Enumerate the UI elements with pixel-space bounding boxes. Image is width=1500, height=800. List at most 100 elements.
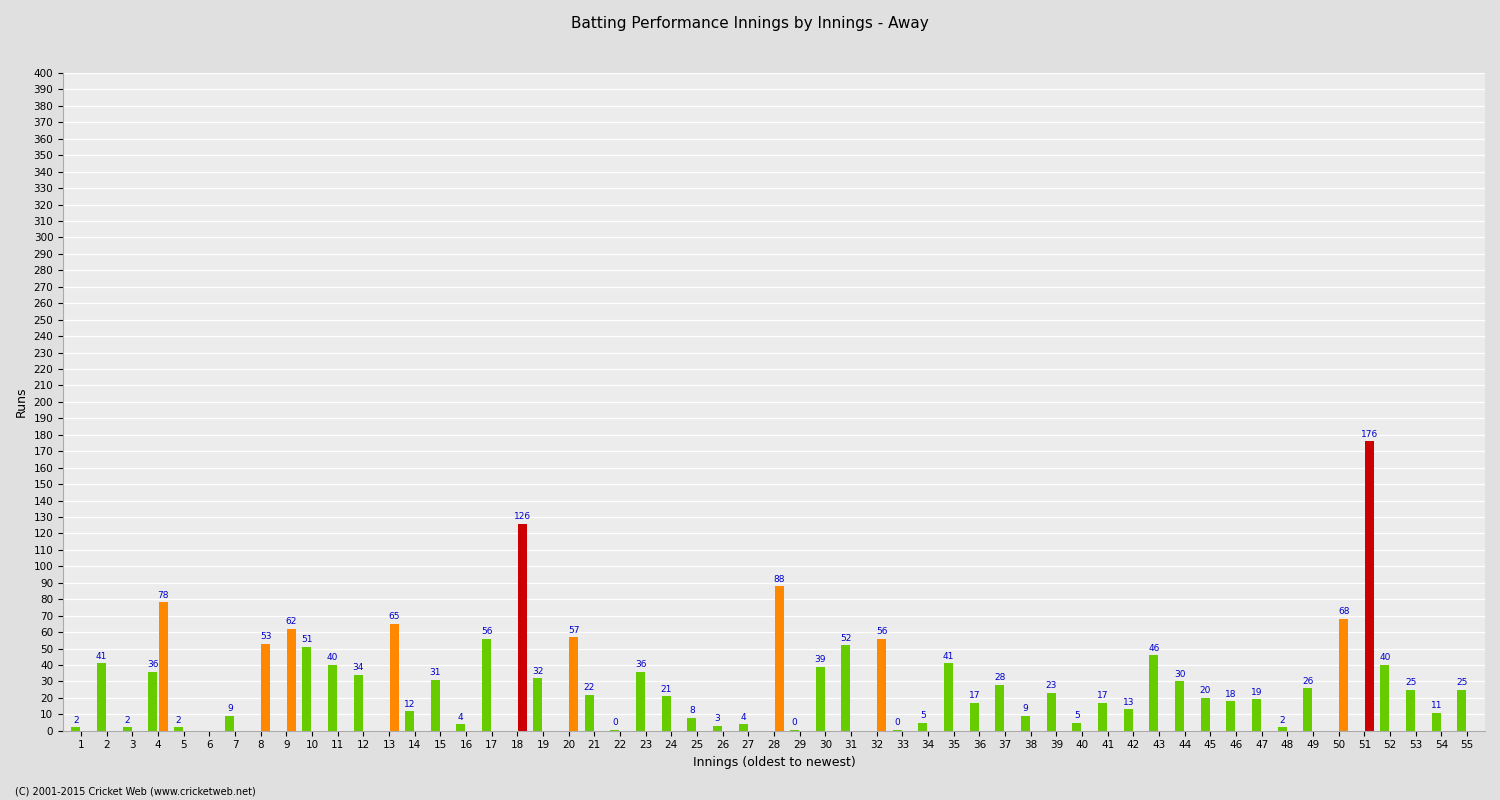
Text: 21: 21	[660, 685, 672, 694]
Text: 30: 30	[1174, 670, 1185, 679]
Text: 4: 4	[741, 713, 746, 722]
Text: 2: 2	[124, 716, 130, 725]
Text: 12: 12	[404, 699, 416, 709]
Text: 0: 0	[612, 718, 618, 727]
Bar	[354, 675, 363, 730]
Text: 41: 41	[96, 652, 106, 661]
Bar	[996, 685, 1005, 730]
Text: 26: 26	[1302, 677, 1314, 686]
Text: 36: 36	[147, 660, 159, 669]
Text: 62: 62	[286, 618, 297, 626]
Bar	[261, 643, 270, 730]
Bar	[969, 702, 978, 730]
Text: 28: 28	[994, 674, 1005, 682]
Text: 25: 25	[1456, 678, 1467, 687]
Bar	[1380, 665, 1389, 730]
Bar	[518, 523, 526, 730]
Text: 57: 57	[568, 626, 579, 634]
Bar	[918, 722, 927, 730]
Bar	[878, 638, 886, 730]
Bar	[1458, 690, 1467, 730]
Bar	[1252, 699, 1262, 730]
Bar	[534, 678, 543, 730]
Bar	[1124, 710, 1132, 730]
Bar	[570, 637, 579, 730]
Text: 34: 34	[352, 663, 364, 672]
Text: (C) 2001-2015 Cricket Web (www.cricketweb.net): (C) 2001-2015 Cricket Web (www.cricketwe…	[15, 786, 255, 796]
Bar	[123, 727, 132, 730]
Bar	[456, 724, 465, 730]
Text: Batting Performance Innings by Innings - Away: Batting Performance Innings by Innings -…	[572, 16, 928, 31]
Text: 22: 22	[584, 683, 596, 692]
Text: 3: 3	[714, 714, 720, 723]
Text: 19: 19	[1251, 688, 1263, 697]
Text: 176: 176	[1360, 430, 1378, 439]
Text: 4: 4	[458, 713, 464, 722]
Bar	[738, 724, 747, 730]
Text: 9: 9	[226, 705, 232, 714]
Text: 25: 25	[1406, 678, 1416, 687]
Bar	[482, 638, 490, 730]
Text: 2: 2	[176, 716, 181, 725]
Bar	[1072, 722, 1082, 730]
Bar	[1431, 713, 1440, 730]
Text: 5: 5	[1074, 711, 1080, 720]
Bar	[1200, 698, 1209, 730]
Bar	[72, 727, 81, 730]
Bar	[303, 647, 312, 730]
Text: 31: 31	[429, 668, 441, 678]
Text: 11: 11	[1431, 701, 1442, 710]
Text: 51: 51	[302, 635, 312, 644]
Bar	[1365, 442, 1374, 730]
Bar	[1340, 619, 1348, 730]
Bar	[712, 726, 722, 730]
Bar	[159, 602, 168, 730]
Text: 17: 17	[969, 691, 980, 700]
Text: 9: 9	[1023, 705, 1029, 714]
Bar	[1098, 702, 1107, 730]
Text: 126: 126	[514, 512, 531, 521]
Bar	[774, 586, 783, 730]
Bar	[687, 718, 696, 730]
Bar	[1047, 693, 1056, 730]
Bar	[286, 629, 296, 730]
Bar	[636, 671, 645, 730]
Text: 56: 56	[482, 627, 492, 636]
Bar	[148, 671, 158, 730]
Text: 40: 40	[1378, 654, 1390, 662]
Bar	[328, 665, 338, 730]
Text: 32: 32	[532, 666, 543, 676]
Bar	[1174, 682, 1184, 730]
Bar	[1149, 655, 1158, 730]
Text: 36: 36	[634, 660, 646, 669]
Text: 17: 17	[1096, 691, 1108, 700]
Bar	[816, 666, 825, 730]
Text: 20: 20	[1200, 686, 1210, 695]
Text: 88: 88	[774, 574, 784, 583]
Bar	[1406, 690, 1414, 730]
Y-axis label: Runs: Runs	[15, 386, 28, 417]
Bar	[1022, 716, 1031, 730]
Bar	[585, 694, 594, 730]
Text: 23: 23	[1046, 682, 1058, 690]
Text: 2: 2	[1280, 716, 1286, 725]
Bar	[98, 663, 106, 730]
Text: 56: 56	[876, 627, 888, 636]
Bar	[390, 624, 399, 730]
Bar	[405, 711, 414, 730]
Bar	[225, 716, 234, 730]
Text: 8: 8	[688, 706, 694, 715]
Text: 40: 40	[327, 654, 338, 662]
Text: 52: 52	[840, 634, 852, 642]
Text: 46: 46	[1148, 644, 1160, 653]
Bar	[662, 696, 670, 730]
Bar	[944, 663, 952, 730]
Text: 5: 5	[920, 711, 926, 720]
Text: 13: 13	[1122, 698, 1134, 707]
Bar	[1304, 688, 1312, 730]
Text: 68: 68	[1338, 607, 1350, 617]
Text: 53: 53	[260, 632, 272, 641]
Bar	[1227, 701, 1236, 730]
Text: 39: 39	[815, 655, 827, 664]
Text: 18: 18	[1226, 690, 1236, 698]
